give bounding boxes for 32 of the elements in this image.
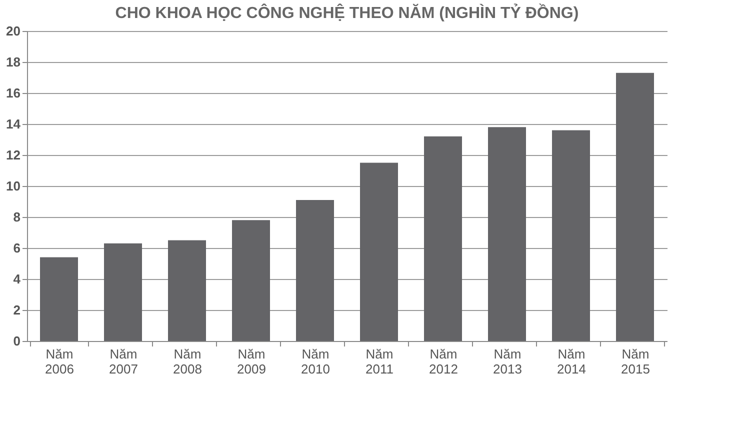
bar — [40, 257, 78, 341]
bar — [168, 240, 206, 341]
chart-title: CHO KHOA HỌC CÔNG NGHỆ THEO NĂM (NGHÌN TỶ ĐỒNG) — [115, 3, 579, 22]
x-tick-label: Năm 2008 — [173, 346, 202, 376]
y-tick-label: 2 — [13, 302, 20, 318]
bar — [360, 162, 398, 341]
x-tick-label: Năm 2010 — [301, 346, 330, 376]
x-tick-label: Năm 2006 — [45, 346, 74, 376]
x-tick-label: Năm 2007 — [109, 346, 138, 376]
x-tick-label: Năm 2011 — [366, 346, 394, 376]
x-tick-label: Năm 2012 — [429, 346, 458, 376]
y-tick-label: 6 — [13, 240, 20, 256]
y-tick-label: 8 — [13, 210, 20, 224]
y-tick-label: 18 — [6, 54, 20, 70]
bar — [616, 72, 654, 341]
bar — [488, 127, 526, 341]
y-tick-label: 10 — [6, 178, 20, 194]
y-tick-label: 16 — [6, 86, 20, 100]
y-tick-label: 4 — [13, 272, 22, 286]
bar — [296, 200, 334, 341]
y-tick-label: 14 — [6, 116, 22, 132]
x-tick-label: Năm 2013 — [493, 346, 522, 376]
x-tick-label: Năm 2009 — [237, 346, 266, 376]
y-tick-label: 0 — [13, 334, 20, 348]
bar — [232, 220, 270, 341]
bar — [552, 130, 590, 341]
bar — [424, 136, 462, 341]
y-tick-label: 20 — [6, 24, 20, 38]
x-tick-label: Năm 2014 — [557, 346, 586, 376]
bar — [104, 243, 142, 341]
x-tick-label: Năm 2015 — [621, 346, 650, 376]
y-tick-label: 12 — [6, 148, 20, 162]
